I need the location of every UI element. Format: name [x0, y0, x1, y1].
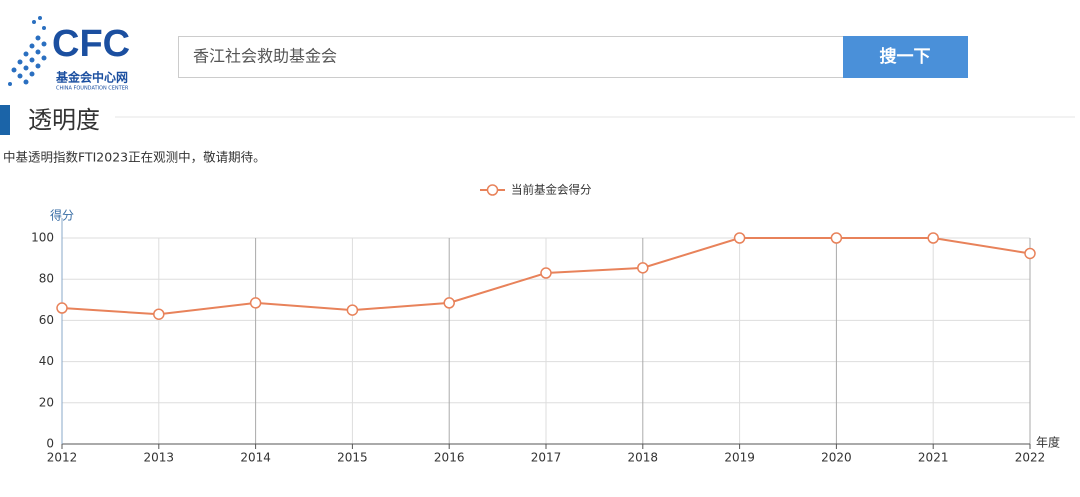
x-tick-label: 2022 [1015, 451, 1046, 465]
point [249, 297, 262, 309]
point [443, 297, 455, 309]
chart: 0 20 40 60 80 100 2012 2013 2014 2015 2016 2017 2018… [31, 183, 1060, 465]
y-tick-label: 80 [39, 272, 54, 286]
x-tick-label: 2012 [47, 451, 78, 465]
logo-name: 基金会中心网 [55, 70, 128, 85]
x-tick-label: 2018 [628, 451, 659, 465]
logo-dots [8, 16, 47, 86]
x-tick-label: 2019 [724, 451, 755, 465]
logo-text: CFC [52, 23, 130, 65]
point [346, 304, 359, 316]
x-tick-label: 2014 [240, 451, 271, 465]
x-tick-label: 2017 [531, 451, 562, 465]
y-axis-label: 得分 [50, 208, 74, 223]
x-tick-label: 2020 [821, 451, 852, 465]
legend-marker [486, 184, 499, 196]
y-tick-label: 40 [39, 354, 54, 368]
point [56, 302, 68, 314]
x-tick-label: 2016 [434, 451, 465, 465]
point [733, 232, 746, 244]
search-value: 香江社会救助基金会 [193, 47, 337, 66]
logo[interactable]: CFC 基金会中心网 CHINA FOUNDATION CENTER [8, 16, 130, 92]
search-button[interactable] [843, 36, 968, 78]
x-axis-label: 年度 [1036, 435, 1060, 450]
point [540, 267, 552, 279]
section-note: 中基透明指数FTI2023正在观测中，敬请期待。 [3, 150, 266, 165]
x-tick-label: 2015 [337, 451, 368, 465]
search-input[interactable] [178, 36, 844, 78]
section-marker [0, 105, 10, 135]
point [637, 262, 649, 274]
section-title: 透明度 [28, 106, 100, 134]
x-tick-label: 2013 [144, 451, 175, 465]
point [830, 232, 843, 244]
y-tick-label: 100 [31, 231, 54, 245]
point [927, 232, 939, 244]
logo-english: CHINA FOUNDATION CENTER [56, 86, 129, 92]
search-button-label: 搜一下 [880, 46, 931, 67]
point [153, 308, 165, 320]
y-tick-label: 60 [39, 313, 54, 327]
point [1024, 247, 1036, 260]
legend-label: 当前基金会得分 [511, 183, 592, 197]
y-tick-label: 20 [39, 395, 54, 409]
x-tick-label: 2021 [918, 451, 949, 465]
y-tick-label: 0 [46, 437, 54, 451]
